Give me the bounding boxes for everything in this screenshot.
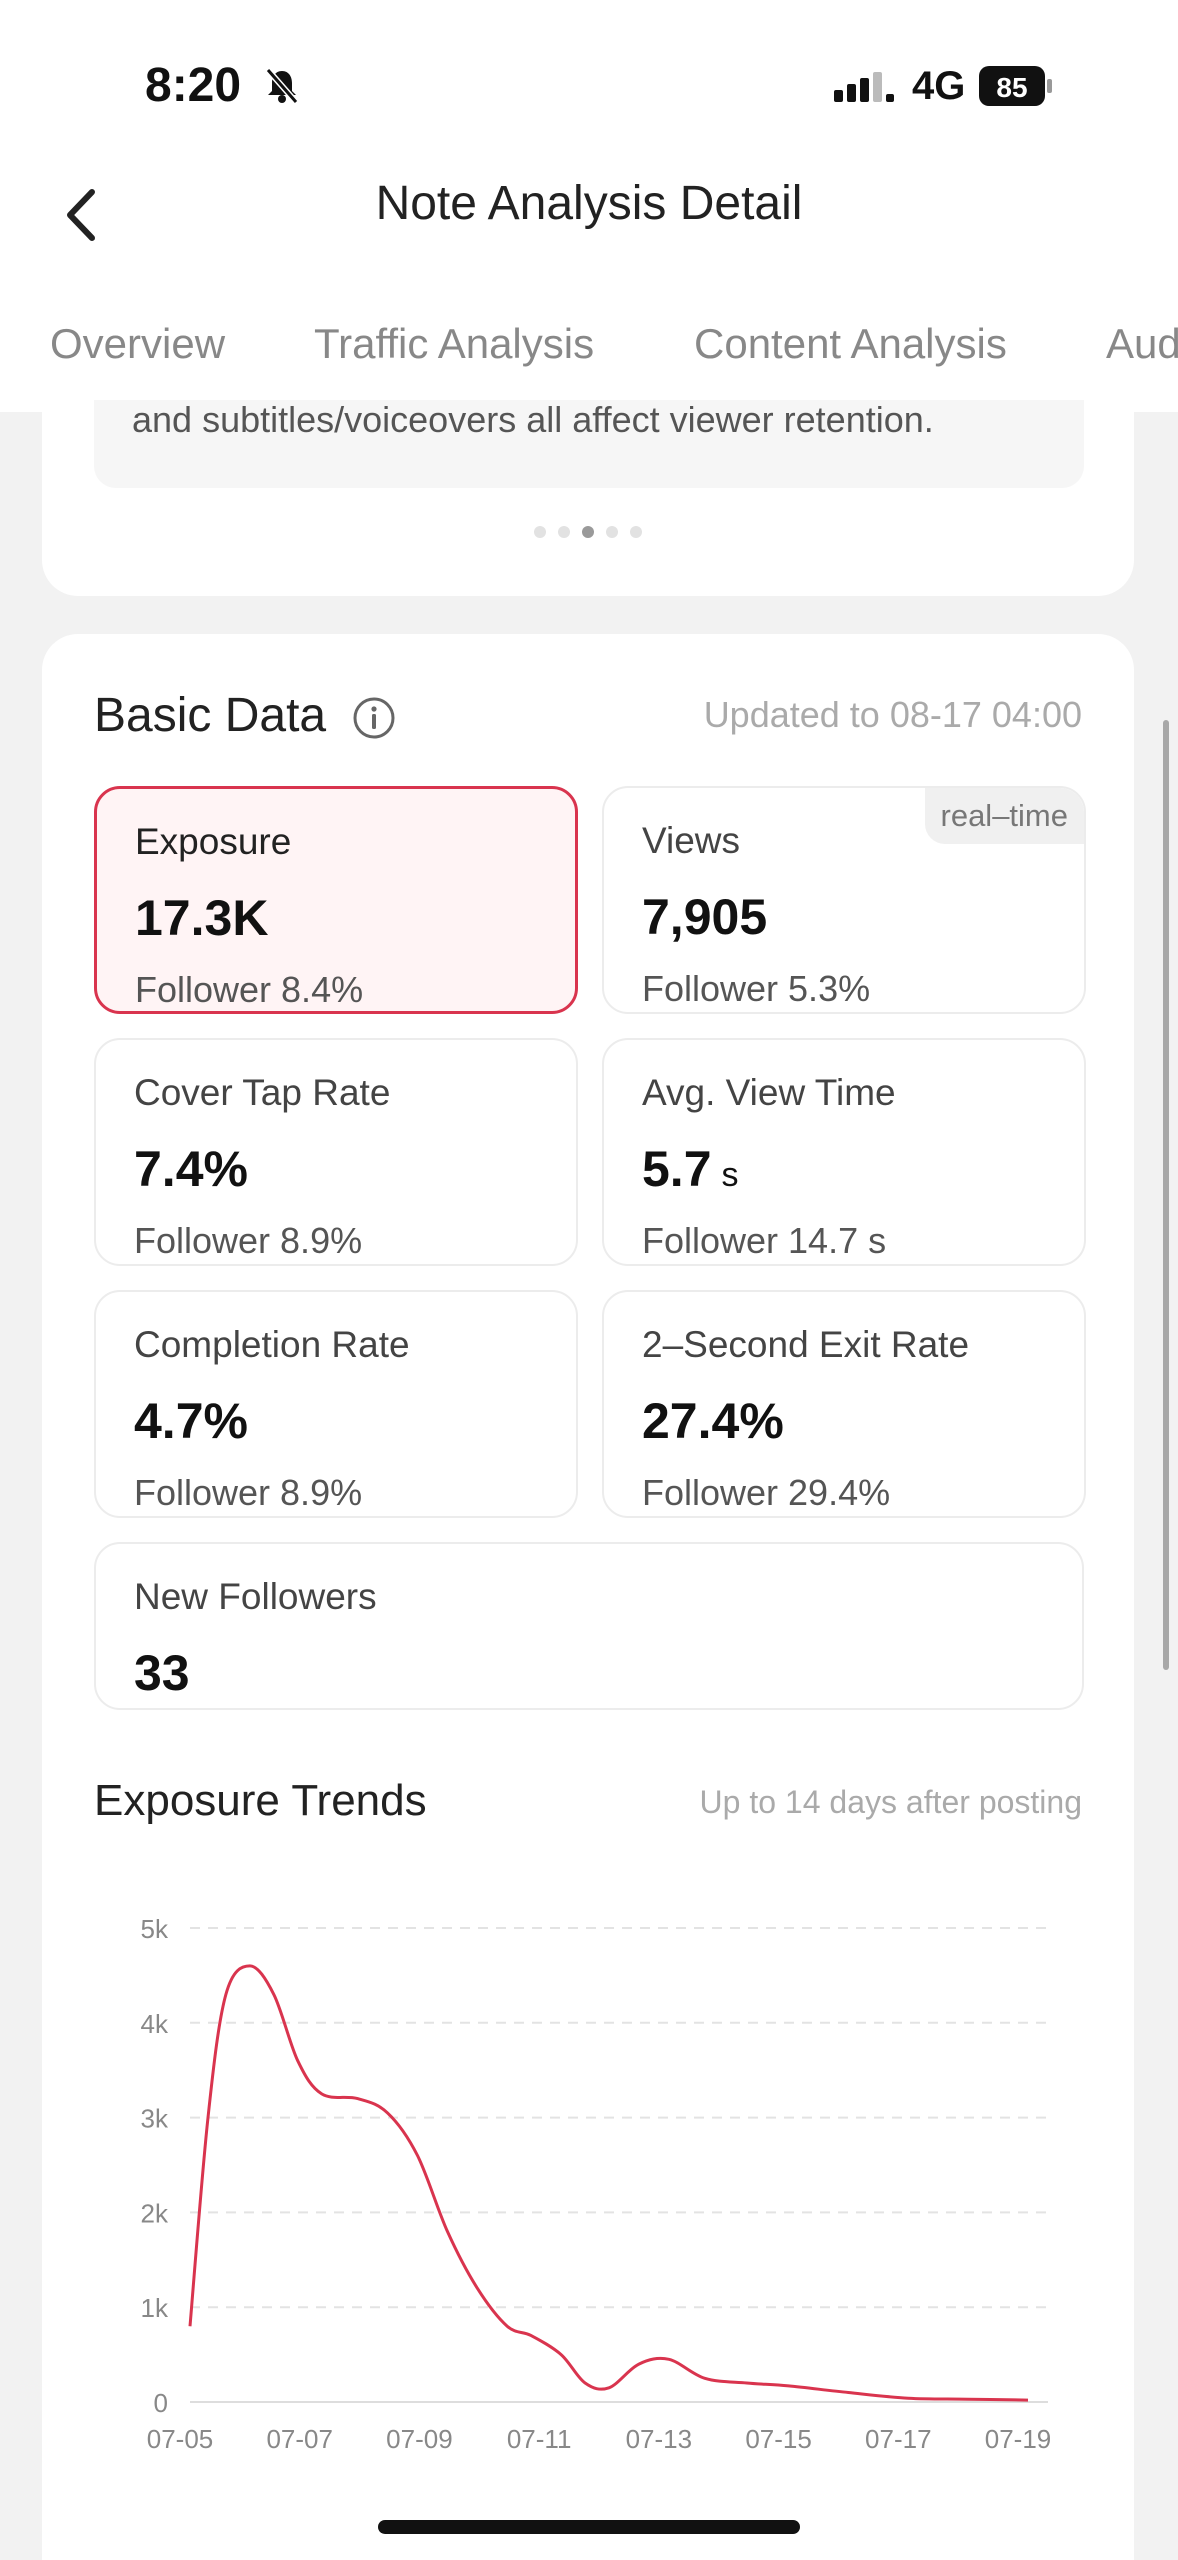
battery-icon: 85	[979, 66, 1052, 106]
battery-level: 85	[996, 72, 1027, 103]
exposure-trends-note: Up to 14 days after posting	[699, 1784, 1082, 1820]
x-tick-label: 07-15	[745, 2424, 812, 2454]
metric-follower-value: Follower 8.9%	[134, 1220, 363, 1261]
metric-follower-value: Follower 29.4%	[642, 1472, 891, 1513]
metric-label: Avg. View Time	[642, 1072, 896, 1113]
realtime-badge: real–time	[924, 788, 1084, 844]
tip-text: and subtitles/voiceovers all affect view…	[132, 400, 934, 440]
metric-follower-value: Follower 8.9%	[134, 1472, 363, 1513]
metric-value: 7.4%	[134, 1141, 248, 1197]
metric-cover-tap-rate[interactable]: Cover Tap Rate 7.4% Follower 8.9%	[94, 1038, 578, 1266]
tab-overview[interactable]: Overview	[50, 320, 226, 367]
metric-label: New Followers	[134, 1576, 377, 1617]
metric-follower-value: Follower 8.4%	[135, 969, 364, 1010]
exposure-trend-chart[interactable]: 0 1k 2k 3k 4k 5k 07-05 07-07 07-09 07-11 07-13 07-1…	[42, 1856, 1134, 2556]
pagination-dot-active[interactable]	[582, 526, 594, 538]
x-tick-label: 07-09	[386, 2424, 453, 2454]
x-tick-label: 07-07	[266, 2424, 333, 2454]
metric-value: 27.4%	[642, 1393, 784, 1449]
metric-label: Exposure	[135, 821, 292, 862]
updated-timestamp: Updated to 08-17 04:00	[703, 694, 1082, 735]
tab-audience[interactable]: Aud	[1106, 320, 1178, 367]
metric-new-followers[interactable]: New Followers 33	[94, 1542, 1084, 1710]
back-arrow-icon[interactable]	[58, 180, 108, 250]
tip-box: and subtitles/voiceovers all affect view…	[94, 400, 1084, 488]
clock-time: 8:20	[145, 59, 242, 112]
tips-card: and subtitles/voiceovers all affect view…	[42, 400, 1134, 596]
metric-value: 33	[134, 1645, 190, 1701]
x-tick-label: 07-05	[147, 2424, 214, 2454]
info-icon[interactable]	[352, 696, 396, 740]
y-tick-label: 3k	[141, 2104, 169, 2134]
metric-follower-value: Follower 14.7 s	[642, 1220, 887, 1261]
pagination-dot[interactable]	[558, 526, 570, 538]
metric-label: Cover Tap Rate	[134, 1072, 391, 1113]
metric-two-second-exit-rate[interactable]: 2–Second Exit Rate 27.4% Follower 29.4%	[602, 1290, 1086, 1518]
x-tick-label: 07-11	[507, 2424, 572, 2454]
pagination-dot[interactable]	[534, 526, 546, 538]
series-line	[188, 1964, 1029, 2402]
navigation-header: Note Analysis Detail	[0, 160, 1178, 280]
page-title: Note Analysis Detail	[375, 177, 803, 230]
pagination-dot[interactable]	[630, 526, 642, 538]
basic-data-card: Basic Data Updated to 08-17 04:00 Exposu…	[42, 634, 1134, 2560]
y-tick-label: 1k	[141, 2293, 169, 2323]
x-tick-label: 07-17	[865, 2424, 932, 2454]
metric-value: 5.7 s	[642, 1141, 739, 1197]
section-title: Basic Data	[94, 689, 327, 742]
bell-muted-icon	[265, 68, 299, 104]
x-tick-label: 07-13	[626, 2424, 693, 2454]
y-tick-label: 4k	[141, 2009, 169, 2039]
scrollbar[interactable]	[1163, 720, 1169, 1670]
metric-label: Completion Rate	[134, 1324, 410, 1365]
metric-completion-rate[interactable]: Completion Rate 4.7% Follower 8.9%	[94, 1290, 578, 1518]
status-bar: 8:20 4G 85	[0, 0, 1178, 160]
pagination-dot[interactable]	[606, 526, 618, 538]
metric-label: Views	[642, 820, 741, 861]
metric-value: 7,905	[642, 889, 768, 945]
signal-strength-icon	[834, 72, 894, 102]
metric-label: 2–Second Exit Rate	[642, 1324, 970, 1365]
metric-views[interactable]: real–time Views 7,905 Follower 5.3%	[602, 786, 1086, 1014]
carousel-pagination	[42, 526, 1134, 538]
network-type: 4G	[912, 64, 966, 108]
metric-unit: s	[721, 1156, 739, 1194]
metric-value: 17.3K	[135, 890, 269, 946]
y-tick-label: 5k	[141, 1914, 169, 1944]
metric-value: 4.7%	[134, 1393, 248, 1449]
tab-content-analysis[interactable]: Content Analysis	[694, 320, 1007, 367]
tab-traffic-analysis[interactable]: Traffic Analysis	[314, 320, 595, 367]
metric-follower-value: Follower 5.3%	[642, 968, 871, 1009]
metric-exposure[interactable]: Exposure 17.3K Follower 8.4%	[94, 786, 578, 1014]
metric-avg-view-time[interactable]: Avg. View Time 5.7 s Follower 14.7 s	[602, 1038, 1086, 1266]
tab-bar: Overview Traffic Analysis Content Analys…	[0, 280, 1178, 412]
exposure-trends-title: Exposure Trends	[94, 1776, 427, 1825]
y-tick-label: 0	[154, 2388, 168, 2418]
x-tick-label: 07-19	[985, 2424, 1052, 2454]
home-indicator[interactable]	[378, 2520, 800, 2534]
y-tick-label: 2k	[141, 2198, 169, 2228]
